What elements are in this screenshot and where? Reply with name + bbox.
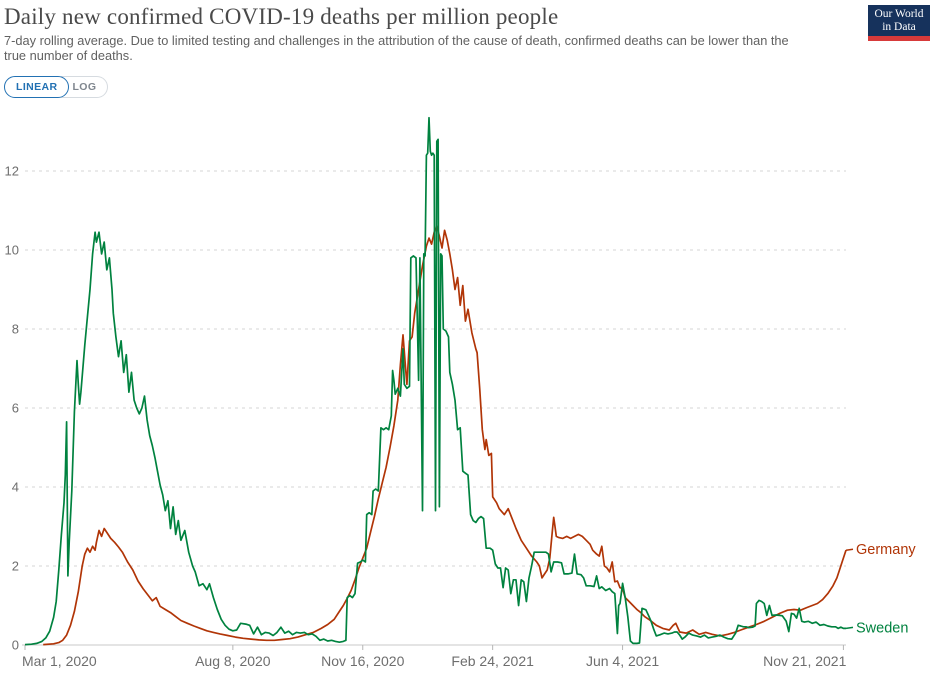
entity-label-germany[interactable]: Germany — [856, 542, 916, 558]
x-tick-label: Feb 24, 2021 — [451, 653, 534, 669]
owid-logo[interactable]: Our World in Data — [868, 5, 930, 41]
x-tick-label: Aug 8, 2020 — [195, 653, 271, 669]
line-sweden — [24, 116, 846, 646]
owid-logo-line2: in Data — [882, 21, 916, 33]
y-tick-label-8: 8 — [12, 322, 19, 337]
y-tick-label-12: 12 — [5, 164, 19, 179]
x-tick-label: Jun 4, 2021 — [586, 653, 659, 669]
x-tick-label: Mar 1, 2020 — [22, 653, 97, 669]
owid-logo-red-bar — [868, 36, 930, 41]
label-connector-germany — [845, 548, 854, 551]
y-tick-label-6: 6 — [12, 401, 19, 416]
x-tick-label: Nov 16, 2020 — [321, 653, 404, 669]
x-tick-label: Nov 21, 2021 — [763, 653, 846, 669]
chart-canvas[interactable]: 0 2 4 6 8 10 12 Mar 1, 2020 Aug 8, 2020 Nov 16, 2… — [0, 100, 935, 679]
owid-logo-text: Our World in Data — [868, 5, 930, 36]
label-connector-sweden — [845, 626, 854, 630]
y-tick-label-10: 10 — [5, 243, 19, 258]
y-tick-label-0: 0 — [12, 638, 19, 653]
scale-toggle: LINEAR LOG — [4, 76, 109, 98]
y-tick-label-2: 2 — [12, 559, 19, 574]
page-title: Daily new confirmed COVID-19 deaths per … — [4, 4, 559, 29]
line-germany — [43, 225, 847, 646]
log-button[interactable]: LOG — [61, 76, 109, 98]
chart-subtitle: 7-day rolling average. Due to limited te… — [4, 33, 789, 63]
entity-label-sweden[interactable]: Sweden — [856, 620, 908, 636]
linear-button[interactable]: LINEAR — [4, 76, 70, 98]
owid-logo-line1: Our World — [874, 8, 924, 20]
y-tick-label-4: 4 — [12, 480, 19, 495]
